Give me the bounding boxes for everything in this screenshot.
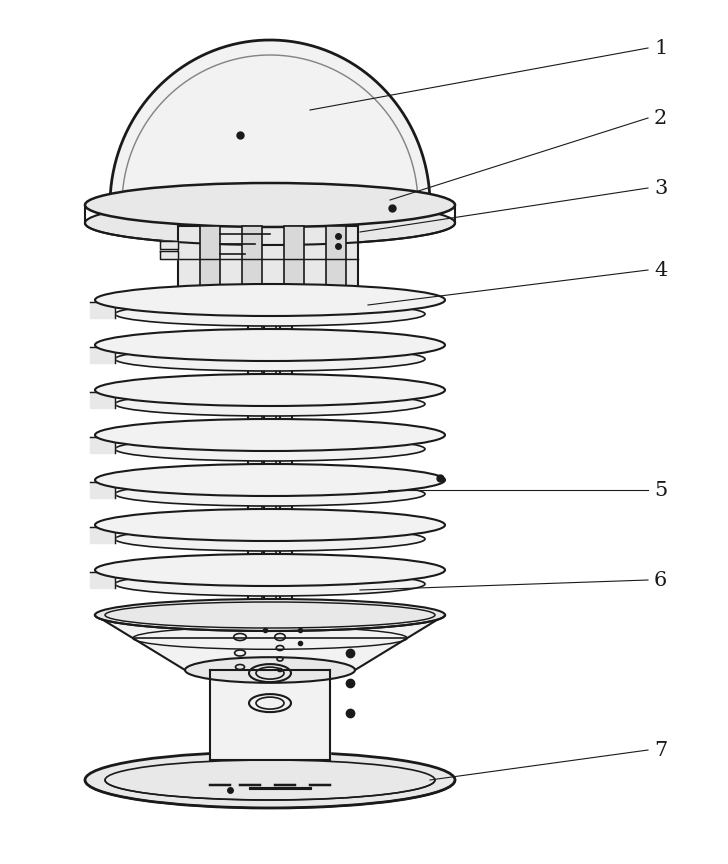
- Text: 1: 1: [654, 39, 668, 58]
- Text: 3: 3: [654, 179, 668, 198]
- Polygon shape: [210, 670, 330, 760]
- Text: 6: 6: [654, 570, 668, 589]
- Ellipse shape: [95, 599, 445, 631]
- Ellipse shape: [95, 419, 445, 451]
- Ellipse shape: [115, 392, 425, 416]
- Polygon shape: [160, 241, 178, 249]
- Ellipse shape: [115, 482, 425, 506]
- Text: 4: 4: [654, 261, 668, 279]
- Polygon shape: [90, 527, 115, 543]
- Polygon shape: [160, 251, 178, 259]
- Ellipse shape: [85, 201, 455, 245]
- Ellipse shape: [115, 572, 425, 596]
- Text: 7: 7: [654, 740, 668, 759]
- Text: 5: 5: [654, 480, 668, 499]
- Polygon shape: [95, 615, 445, 670]
- Ellipse shape: [85, 752, 455, 808]
- Ellipse shape: [95, 464, 445, 496]
- Polygon shape: [110, 40, 430, 205]
- Ellipse shape: [95, 554, 445, 586]
- Polygon shape: [90, 347, 115, 363]
- Ellipse shape: [115, 302, 425, 326]
- Polygon shape: [90, 437, 115, 453]
- Ellipse shape: [95, 284, 445, 316]
- Bar: [242, 226, 262, 300]
- Ellipse shape: [185, 658, 355, 683]
- Bar: [200, 226, 220, 300]
- Polygon shape: [90, 482, 115, 498]
- Polygon shape: [90, 572, 115, 588]
- Bar: [284, 226, 304, 300]
- Polygon shape: [178, 226, 358, 300]
- Polygon shape: [248, 300, 292, 615]
- Ellipse shape: [115, 437, 425, 461]
- Ellipse shape: [85, 183, 455, 227]
- Ellipse shape: [95, 509, 445, 541]
- Ellipse shape: [95, 329, 445, 361]
- Ellipse shape: [115, 527, 425, 551]
- Text: 2: 2: [654, 109, 668, 128]
- Polygon shape: [90, 302, 115, 318]
- Ellipse shape: [115, 347, 425, 371]
- Bar: [326, 226, 346, 300]
- Polygon shape: [90, 392, 115, 408]
- Ellipse shape: [95, 374, 445, 406]
